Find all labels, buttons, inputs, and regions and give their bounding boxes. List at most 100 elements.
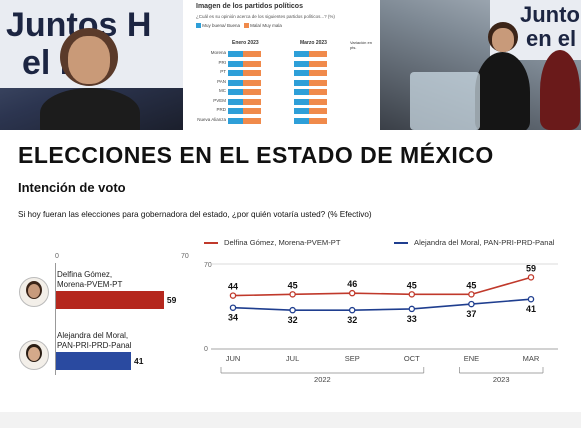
inset-bad-bar xyxy=(309,108,327,114)
x-tick-label: OCT xyxy=(404,354,420,363)
question-text: Si hoy fueran las elecciones para gobern… xyxy=(18,210,372,219)
bar-alejandra xyxy=(56,352,131,370)
data-label: 45 xyxy=(407,280,417,290)
inset-good-bar xyxy=(228,89,243,95)
data-point xyxy=(408,305,416,313)
data-point xyxy=(468,291,475,298)
bar-label-delfina-line2: Morena-PVEM-PT xyxy=(57,280,123,289)
year-label: 2023 xyxy=(493,375,510,384)
inset-party-label: PRD xyxy=(216,107,226,112)
inset-good-bar xyxy=(228,70,243,76)
inset-good-bar xyxy=(294,70,309,76)
legend-alejandra-label: Alejandra del Moral, PAN-PRI-PRD-Panal xyxy=(414,238,555,247)
avatar-delfina xyxy=(19,277,49,307)
inset-good-bar xyxy=(294,60,309,67)
x-tick-label: JUL xyxy=(286,354,299,363)
person-face xyxy=(68,36,110,84)
bar-value-delfina: 59 xyxy=(166,295,177,305)
inset-good-bar xyxy=(228,108,243,114)
bar-value-alejandra: 41 xyxy=(133,356,144,366)
data-point xyxy=(348,306,356,314)
legend-good-label: Muy buena/ Buena xyxy=(202,23,241,28)
inset-good-bar xyxy=(294,89,309,95)
x-tick-label: JUN xyxy=(226,354,241,363)
legend-delfina-line xyxy=(204,242,218,244)
series-line xyxy=(232,298,532,311)
x-tick-label: ENE xyxy=(464,354,479,363)
y-tick-label: 0 xyxy=(204,346,208,353)
inset-bad-bar xyxy=(309,89,327,95)
data-label: 33 xyxy=(407,314,417,324)
inset-bad-bar xyxy=(309,70,327,76)
data-label: 59 xyxy=(526,263,536,273)
inset-bad-bar xyxy=(243,60,261,67)
data-label: 44 xyxy=(228,282,238,292)
data-point xyxy=(229,292,237,299)
series-line xyxy=(232,276,532,297)
data-label: 37 xyxy=(466,309,476,319)
inset-bad-bar xyxy=(243,79,261,86)
bar-label-alejandra: Alejandra del Moral, PAN-PRI-PRD-Panal xyxy=(57,331,132,351)
person-right-body xyxy=(540,50,580,130)
inset-bad-bar xyxy=(243,51,261,57)
legend-delfina-label: Delfina Gómez, Morena-PVEM-PT xyxy=(224,238,341,247)
inset-bad-bar xyxy=(243,70,261,76)
data-label: 32 xyxy=(347,315,357,325)
inset-bad-bar xyxy=(243,117,261,124)
y-tick-label: 70 xyxy=(204,262,212,269)
inset-legend: Muy buena/ Buena Mala/ Muy mala xyxy=(196,23,282,29)
inset-good-bar xyxy=(294,108,309,114)
legend-alejandra: Alejandra del Moral, PAN-PRI-PRD-Panal xyxy=(394,238,554,247)
data-label: 41 xyxy=(526,304,536,314)
section-title: Intención de voto xyxy=(18,180,126,195)
data-point xyxy=(229,304,237,311)
inset-good-bar xyxy=(228,79,243,86)
speaker-face xyxy=(492,28,514,52)
inset-bad-bar xyxy=(309,98,327,105)
data-point xyxy=(527,295,535,303)
speaker-body xyxy=(475,52,530,130)
data-label: 34 xyxy=(228,313,238,323)
data-label: 46 xyxy=(347,279,357,289)
year-label: 2022 xyxy=(314,375,331,384)
bar-label-delfina: Delfina Gómez, Morena-PVEM-PT xyxy=(57,270,122,290)
inset-good-bar xyxy=(228,51,243,57)
inset-bad-bar xyxy=(309,51,327,57)
bar-axis-max: 70 xyxy=(181,253,189,260)
inset-bad-bar xyxy=(309,60,327,67)
x-tick-label: MAR xyxy=(523,354,540,363)
inset-col-jan: Enero 2023 xyxy=(232,40,259,46)
headline: ELECCIONES EN EL ESTADO DE MÉXICO xyxy=(18,142,494,168)
inset-bad-bar xyxy=(309,117,327,124)
data-label: 45 xyxy=(466,280,476,290)
inset-party-label: PVEM xyxy=(213,97,226,103)
bar-label-alejandra-line2: PAN-PRI-PRD-Panal xyxy=(57,341,132,350)
legend-alejandra-line xyxy=(394,242,408,244)
inset-party-label: Morena xyxy=(210,50,226,55)
party-image-inset: Imagen de los partidos políticos ¿Cuál e… xyxy=(190,0,374,130)
legend-bad-label: Mala/ Muy mala xyxy=(250,23,282,28)
data-point xyxy=(527,274,535,281)
person-body xyxy=(40,88,140,130)
inset-bad-bar xyxy=(243,98,261,105)
data-point xyxy=(408,291,416,298)
inset-good-bar xyxy=(294,51,309,57)
avatar-alejandra-face xyxy=(28,347,40,361)
bar-label-delfina-line1: Delfina Gómez, xyxy=(57,270,113,279)
inset-good-bar xyxy=(294,117,309,124)
bar-label-alejandra-line1: Alejandra del Moral, xyxy=(57,331,129,340)
legend-good-swatch xyxy=(196,23,201,29)
data-point xyxy=(289,306,296,314)
legend-bad-swatch xyxy=(243,23,249,29)
inset-party-label: MC xyxy=(219,88,226,93)
inset-bad-bar xyxy=(243,89,261,95)
inset-party-label: PT xyxy=(220,69,226,74)
photo-left: Juntos H el Es xyxy=(0,0,183,130)
inset-subtitle: ¿Cuál es su opinión acerca de los siguie… xyxy=(196,14,335,19)
inset-good-bar xyxy=(294,98,309,105)
data-point xyxy=(289,291,296,298)
x-tick-label: SEP xyxy=(345,354,360,363)
inset-col-var: Variación en pts. xyxy=(350,40,372,50)
data-point xyxy=(348,289,356,297)
